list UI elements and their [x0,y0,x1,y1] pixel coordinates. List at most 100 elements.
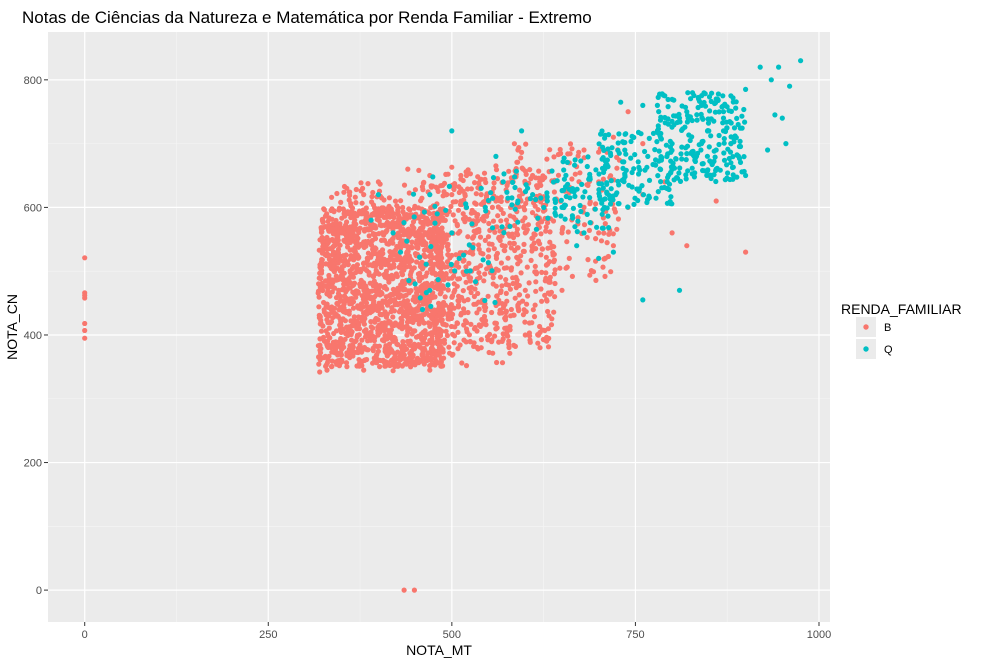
data-point-q [640,102,646,108]
data-point-b [407,256,413,262]
data-point-q [685,90,691,96]
data-point-b [335,233,341,239]
data-point-b [524,264,530,270]
data-point-b [516,282,522,289]
data-point-b [539,269,545,275]
data-point-b [584,234,590,241]
data-point-b [419,274,425,280]
data-point-q [621,176,627,182]
data-point-b [477,274,483,280]
data-point-q [679,144,685,150]
data-point-b [396,309,402,315]
data-point-q [600,207,606,213]
data-point-b [555,172,562,178]
data-point-b [319,234,325,241]
data-point-b [505,255,511,261]
data-point-b [356,229,362,236]
data-point-q [658,114,664,120]
data-point-b [339,269,345,275]
data-point-b [482,318,489,324]
data-point-q [666,172,672,178]
data-point-b [353,186,359,193]
data-point-q [652,147,658,153]
data-point-b [398,261,404,268]
data-point-b [567,141,574,147]
data-point-b [532,263,538,269]
data-point-b [400,302,406,308]
data-point-b [546,313,552,319]
data-point-q [592,206,598,212]
data-point-b [333,242,339,248]
data-point-q [671,113,677,119]
data-point-b [511,240,517,246]
data-point-b [325,238,331,245]
data-point-q [655,94,661,100]
data-point-b [406,302,412,308]
data-point-q [604,189,610,195]
data-point-b [341,281,347,287]
data-point-b [354,253,360,259]
data-point-q [602,196,608,202]
data-point-q [478,185,484,191]
data-point-b [427,367,433,373]
data-point-b [378,222,384,228]
data-point-b [325,291,331,298]
data-point-b [455,298,461,304]
data-point-q [637,167,643,173]
data-point-b [507,350,513,356]
y-axis-title: NOTA_CN [4,294,20,360]
data-point-b [353,200,359,206]
data-point-q [544,194,550,200]
data-point-b [358,180,364,186]
data-point-b [519,149,525,155]
data-point-b [443,322,449,328]
data-point-b [593,236,599,242]
data-point-b [317,350,324,356]
data-point-b [602,273,608,279]
data-point-q [716,132,722,139]
data-point-b [516,292,522,298]
data-point-b [324,311,330,317]
data-point-b [494,176,501,182]
data-point-b [375,208,381,214]
data-point-b [424,341,430,347]
data-point-b [325,252,331,258]
data-point-b [514,245,521,251]
data-point-q [656,109,662,115]
data-point-b [412,299,418,305]
x-tick-label: 500 [443,629,461,641]
data-point-b [415,314,421,320]
data-point-b [600,176,607,182]
data-point-q [685,168,691,174]
data-point-q [470,245,476,251]
data-point-q [668,200,674,207]
data-point-b [437,332,443,338]
data-point-q [725,170,731,176]
data-point-b [377,283,383,289]
data-point-b [446,316,452,322]
data-point-b [370,263,376,269]
data-point-q [713,178,719,185]
data-point-b [419,335,425,341]
data-point-b [372,245,378,251]
data-point-q [655,173,661,179]
data-point-b [350,305,357,311]
data-point-b [510,234,517,241]
data-point-b [486,247,492,253]
data-point-q [549,168,555,174]
data-point-q [530,192,536,198]
data-point-q [368,217,374,223]
data-point-b [443,236,449,242]
data-point-b [468,186,474,192]
data-point-b [425,351,431,357]
data-point-b [350,274,356,280]
data-point-b [326,353,332,359]
data-point-b [324,211,330,217]
data-point-b [413,334,420,340]
data-point-b [381,197,387,203]
data-point-b [382,323,388,330]
data-point-q [712,154,718,160]
data-point-b [606,231,612,237]
data-point-q [696,98,703,104]
data-point-b [365,181,371,187]
